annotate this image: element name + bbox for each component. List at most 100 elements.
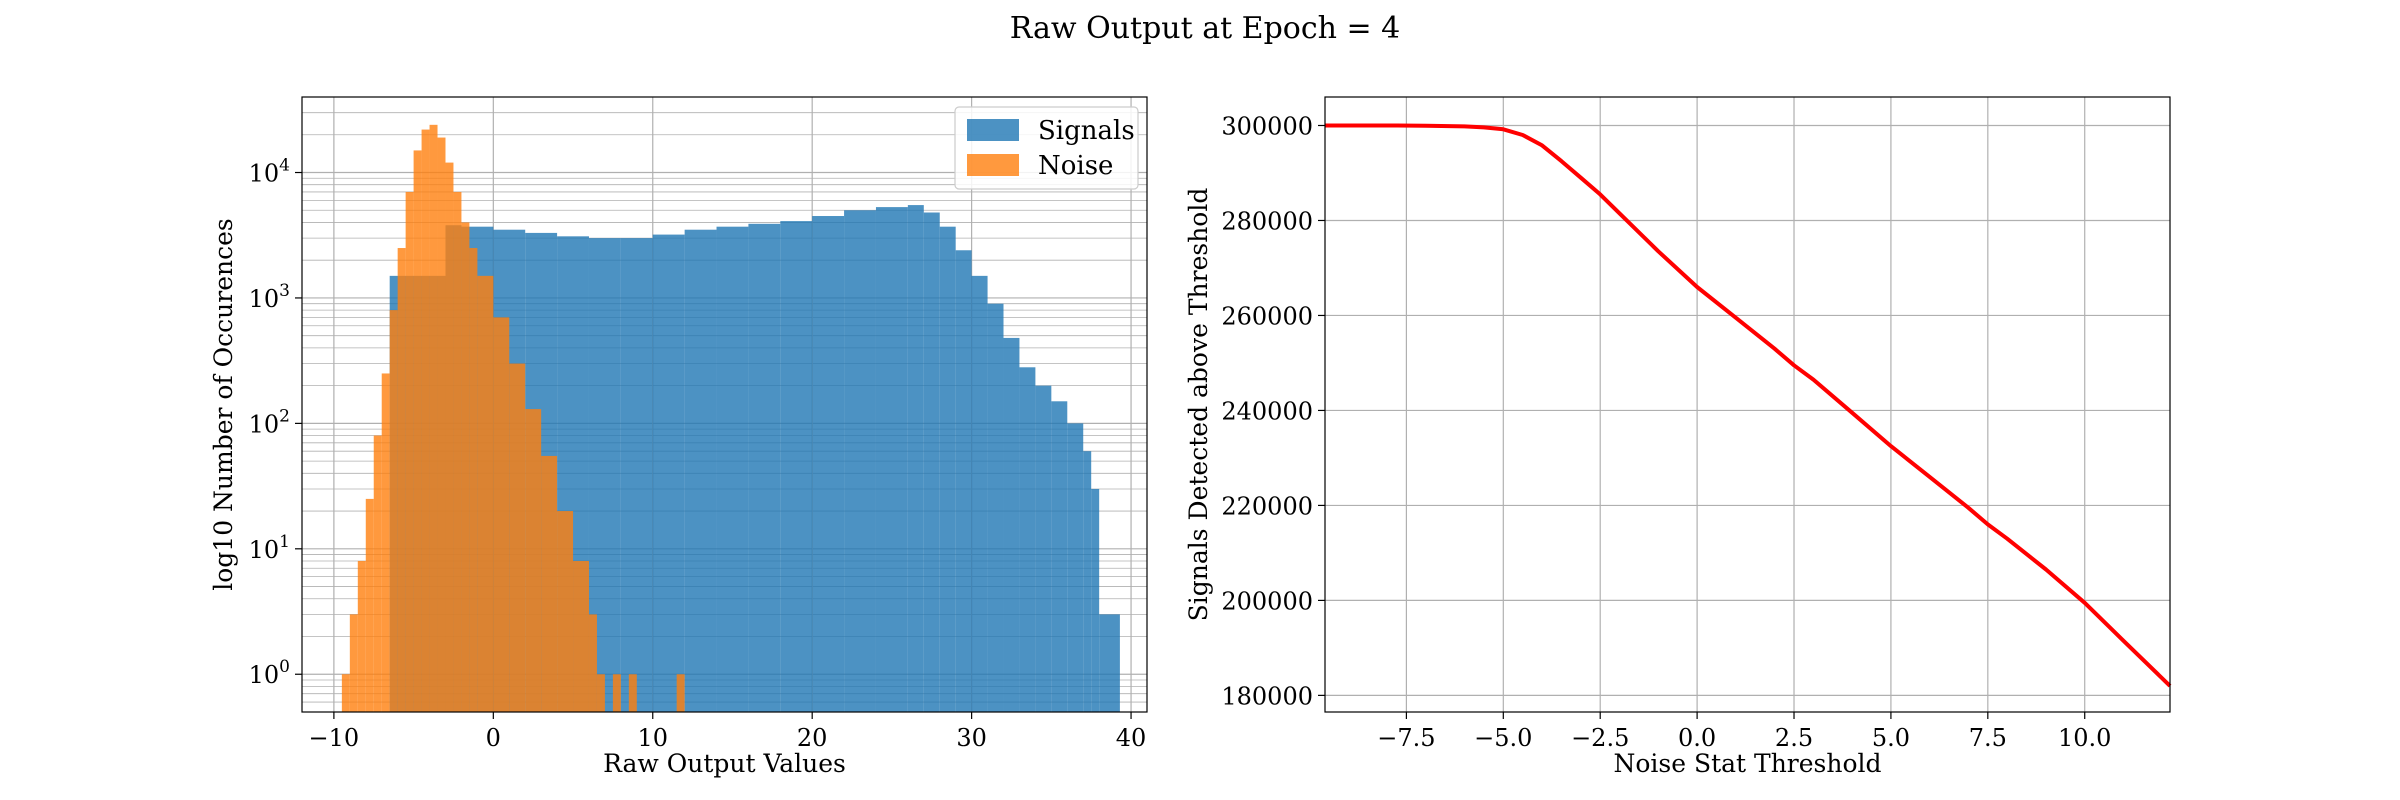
histogram-bar-signals [939,226,956,712]
line-x-axis-label: Noise Stat Threshold [1613,749,1881,778]
line-y-tick-label: 200000 [1221,587,1313,615]
histogram-bar-noise [493,317,510,712]
line-grid [1325,97,2170,712]
histogram-bar-signals [907,205,924,712]
histogram-bar-noise [557,511,574,712]
figure-title: Raw Output at Epoch = 4 [1010,11,1401,46]
legend-swatch-noise [967,154,1019,176]
histogram-bar-noise [341,674,350,712]
histogram-bar-signals [684,229,717,713]
histogram-bar-noise [405,191,414,712]
legend-swatch-signals [967,119,1019,141]
histogram-x-axis-label: Raw Output Values [603,749,846,778]
histogram-y-tick-label: 104 [249,156,290,188]
histogram-bar-noise [365,498,374,712]
histogram-bar-noise [525,409,542,712]
histogram-bar-noise [596,674,605,712]
histogram-bar-signals [1035,385,1052,712]
histogram-bar-noise [573,560,589,712]
histogram-bar-signals [1067,423,1084,712]
line-y-tick-label: 280000 [1221,207,1313,235]
histogram-bar-noise [461,222,470,713]
histogram-bar-noise [437,137,446,712]
line-series-signals-detected [1325,123,2172,688]
histogram-bar-signals [812,216,845,712]
histogram-bar-noise [389,310,398,712]
histogram-bar-signals [971,275,988,712]
legend-label-noise: Noise [1038,151,1113,181]
histogram-bar-noise [445,162,454,712]
histogram-x-tick-label: 20 [797,724,828,752]
histogram-bar-signals [1099,614,1120,712]
histogram-bar-noise [381,373,390,712]
histogram-bar-noise [397,248,406,712]
histogram-bar-signals [1051,401,1068,712]
histogram-legend: Signals Noise [954,106,1139,190]
line-x-ticks: −7.5 −5.0 −2.5 0.0 2.5 5.0 7.5 10.0 [1377,712,2111,752]
histogram-x-tick-label: −10 [309,724,360,752]
histogram-bar-signals [620,238,653,713]
histogram-bar-signals [875,207,908,712]
histogram-x-tick-label: 40 [1116,724,1147,752]
histogram-bars [341,124,1120,713]
line-x-tick-label: 5.0 [1872,724,1910,752]
histogram-y-tick-label: 103 [249,281,290,313]
histogram-bar-signals [1003,337,1020,712]
line-x-tick-label: 10.0 [2058,724,2111,752]
histogram-bar-signals [780,221,813,712]
line-x-tick-label: 2.5 [1775,724,1813,752]
histogram-bar-signals [1019,367,1036,712]
line-y-tick-label: 180000 [1221,682,1313,710]
histogram-bar-signals [748,223,781,712]
histogram-bar-noise [421,129,430,712]
histogram-y-tick-label: 100 [249,657,290,689]
histogram-bar-signals [955,250,972,712]
histogram-chart: −10 0 10 20 30 40 100 101 102 103 104 Raw Output … [209,96,1148,778]
histogram-x-tick-label: 0 [486,724,501,752]
line-x-tick-label: 7.5 [1969,724,2007,752]
histogram-bar-noise [477,275,494,712]
histogram-bar-noise [429,124,438,713]
histogram-bar-noise [628,674,637,712]
histogram-bar-signals [987,303,1004,712]
histogram-bar-noise [612,674,621,712]
histogram-bar-signals [1091,488,1100,712]
histogram-y-tick-label: 102 [249,406,290,438]
line-y-tick-label: 300000 [1221,112,1313,140]
histogram-bar-signals [652,234,685,712]
histogram-bar-noise [413,150,422,712]
histogram-y-tick-label: 101 [249,532,290,564]
line-x-tick-label: −2.5 [1571,724,1629,752]
histogram-x-ticks: −10 0 10 20 30 40 [309,712,1147,752]
histogram-bar-noise [357,560,366,712]
line-y-tick-label: 220000 [1221,492,1313,520]
line-y-axis-label: Signals Detected above Threshold [1184,188,1213,622]
histogram-bar-noise [541,455,558,712]
line-chart: −7.5 −5.0 −2.5 0.0 2.5 5.0 7.5 10.0 180000 20000… [1184,96,2172,778]
line-y-ticks: 180000 200000 220000 240000 260000 280000 3000… [1221,112,1325,710]
histogram-bar-noise [373,435,382,712]
line-y-tick-label: 240000 [1221,397,1313,425]
line-x-tick-label: −7.5 [1377,724,1435,752]
histogram-bar-signals [1083,451,1092,712]
line-axes-frame [1324,96,2171,713]
histogram-bar-noise [453,191,462,712]
histogram-bar-signals [923,212,940,712]
histogram-bar-signals [716,226,749,712]
histogram-y-axis-label: log10 Number of Occurences [209,218,238,591]
histogram-x-tick-label: 30 [956,724,987,752]
histogram-bar-noise [469,248,478,712]
line-x-tick-label: 0.0 [1678,724,1716,752]
histogram-bar-noise [349,614,358,712]
line-y-tick-label: 260000 [1221,302,1313,330]
histogram-x-tick-label: 10 [637,724,668,752]
histogram-bar-noise [509,363,526,712]
histogram-axes-frame [301,96,1148,713]
histogram-bar-noise [588,614,597,712]
histogram-bar-signals [844,210,876,712]
line-x-tick-label: −5.0 [1474,724,1532,752]
legend-label-signals: Signals [1038,116,1135,146]
histogram-bar-noise [676,674,685,712]
histogram-y-ticks: 100 101 102 103 104 [249,156,302,689]
